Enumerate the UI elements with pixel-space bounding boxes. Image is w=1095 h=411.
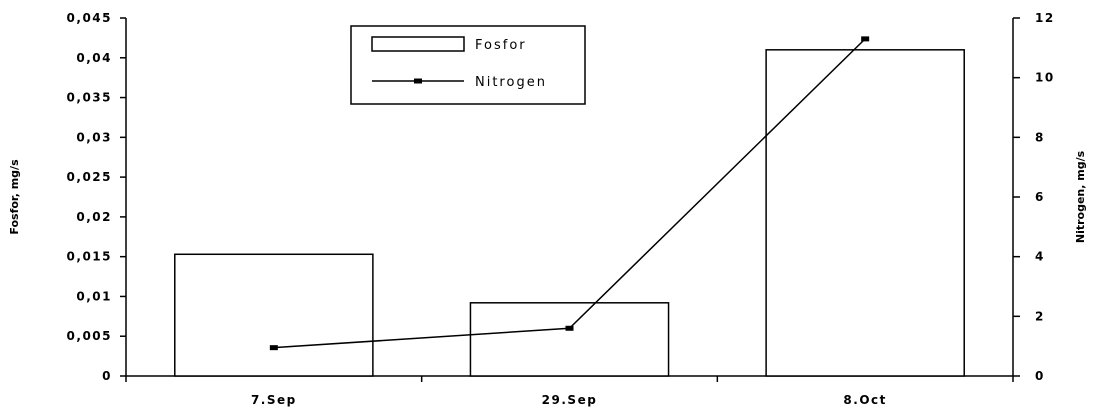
x-tick-label: 7.Sep <box>251 393 297 407</box>
right-tick-label: 0 <box>1035 369 1045 383</box>
right-y-ticks: 0 2 4 6 8 10 12 <box>1013 11 1055 383</box>
left-tick-label: 0 <box>102 369 112 383</box>
left-tick-label: 0,02 <box>76 210 112 224</box>
left-tick-label: 0,015 <box>67 250 112 264</box>
right-tick-label: 10 <box>1035 71 1055 85</box>
left-tick-label: 0,025 <box>67 170 112 184</box>
legend-nitrogen-marker <box>414 78 422 84</box>
left-tick-label: 0,005 <box>67 329 112 343</box>
x-tick-label: 29.Sep <box>542 393 598 407</box>
fosfor-bar <box>469 302 670 377</box>
left-tick-label: 0,01 <box>76 289 112 303</box>
left-y-ticks: 0 0,005 0,01 0,015 0,02 0,025 0,03 0,035 0,04 0,0… <box>67 11 126 383</box>
nitrogen-line-series <box>269 36 870 351</box>
fosfor-bar <box>174 253 374 377</box>
nitrogen-point <box>269 345 278 351</box>
right-tick-label: 12 <box>1035 11 1055 25</box>
x-tick-label: 8.Oct <box>843 393 886 407</box>
left-axis-title: Fosfor, mg/s <box>8 159 21 235</box>
right-tick-label: 2 <box>1035 309 1045 323</box>
left-tick-label: 0,035 <box>67 91 112 105</box>
right-tick-label: 8 <box>1035 130 1045 144</box>
fosfor-bars <box>174 49 965 377</box>
legend-fosfor-label: Fosfor <box>475 38 527 53</box>
fosfor-bar <box>765 49 965 377</box>
right-axis-title: Nitrogen, mg/s <box>1074 150 1087 243</box>
legend-fosfor-swatch <box>371 36 465 52</box>
nitrogen-point <box>565 325 574 331</box>
legend-nitrogen-label: Nitrogen <box>475 75 547 90</box>
legend: Fosfor Nitrogen <box>350 25 586 105</box>
left-tick-label: 0,04 <box>76 51 112 65</box>
nitrogen-point <box>861 36 870 42</box>
x-axis-ticks: 7.Sep 29.Sep 8.Oct <box>125 376 1014 407</box>
right-tick-label: 6 <box>1035 190 1045 204</box>
right-tick-label: 4 <box>1035 250 1045 264</box>
left-tick-label: 0,045 <box>67 11 112 25</box>
left-tick-label: 0,03 <box>76 130 112 144</box>
